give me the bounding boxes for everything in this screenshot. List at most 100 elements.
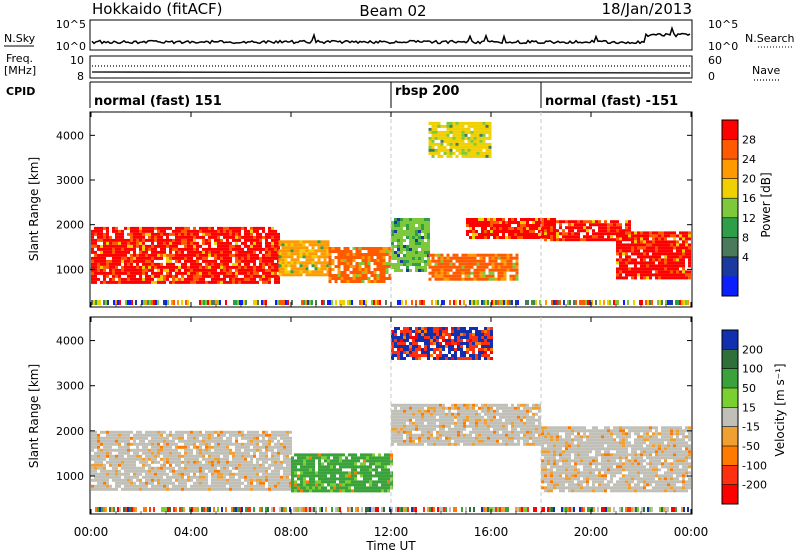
data-cell [491, 259, 495, 263]
data-cell [366, 480, 369, 484]
data-cell [223, 451, 226, 455]
data-cell [412, 406, 415, 410]
data-cell [145, 229, 148, 233]
data-cell [286, 478, 289, 482]
data-cell [437, 277, 441, 281]
data-cell [196, 457, 199, 461]
data-cell [193, 481, 196, 485]
data-cell [424, 245, 427, 248]
data-cell [364, 259, 368, 262]
data-cell [382, 268, 386, 271]
data-cell [331, 262, 335, 265]
data-cell [142, 271, 145, 275]
data-cell [565, 238, 568, 242]
data-cell [253, 235, 256, 239]
data-cell [488, 121, 492, 125]
data-cell [482, 136, 486, 140]
data-cell [488, 274, 492, 278]
data-cell [328, 280, 332, 283]
data-cell [127, 469, 130, 473]
data-cell [348, 474, 351, 478]
data-cell [418, 260, 421, 263]
data-cell [381, 462, 384, 466]
data-cell [154, 226, 157, 230]
data-cell [303, 477, 306, 481]
data-cell [103, 244, 106, 248]
data-cell [443, 268, 447, 272]
data-cell [476, 133, 480, 137]
data-cell [440, 142, 444, 146]
data-cell [509, 274, 513, 278]
data-cell [476, 130, 480, 134]
data-cell [142, 235, 145, 239]
data-cell [367, 265, 371, 268]
data-cell [271, 457, 274, 461]
data-cell [223, 454, 226, 458]
data-cell [443, 271, 447, 275]
data-cell [496, 227, 499, 230]
data-cell [470, 142, 474, 146]
data-cell [457, 436, 460, 440]
data-cell [337, 250, 341, 253]
data-cell [133, 436, 136, 440]
data-cell [160, 265, 163, 269]
data-cell [449, 142, 453, 146]
data-cell [121, 253, 124, 257]
data-cell [274, 451, 277, 455]
data-cell [136, 436, 139, 440]
data-cell [412, 427, 415, 431]
data-cell [544, 232, 547, 236]
data-cell [515, 256, 519, 260]
data-cell [211, 268, 214, 272]
data-cell [181, 445, 184, 449]
data-cell [333, 465, 336, 469]
data-cell [571, 235, 574, 239]
data-cell [586, 229, 589, 233]
data-cell [345, 486, 348, 490]
data-cell [351, 453, 354, 457]
data-cell [320, 264, 324, 268]
data-cell [643, 267, 646, 271]
data-cell [97, 259, 100, 263]
data-cell [497, 253, 501, 257]
data-cell [358, 256, 362, 259]
data-cell [657, 300, 659, 305]
data-cell [442, 412, 445, 416]
data-cell [281, 243, 285, 247]
data-cell [415, 421, 418, 425]
data-cell [223, 241, 226, 245]
data-cell [490, 224, 493, 227]
data-cell [160, 241, 163, 245]
data-cell [94, 229, 97, 233]
data-cell [247, 439, 250, 443]
data-cell [220, 226, 223, 230]
data-cell [446, 271, 450, 275]
data-cell [163, 250, 166, 254]
data-cell [490, 227, 493, 230]
data-cell [205, 253, 208, 257]
data-cell [354, 483, 357, 487]
data-cell [526, 224, 529, 227]
data-cell [130, 238, 133, 242]
data-cell [261, 300, 263, 305]
data-cell [461, 253, 465, 257]
data-cell [318, 483, 321, 487]
data-cell [430, 418, 433, 422]
data-cell [409, 439, 412, 443]
data-cell [133, 244, 136, 248]
data-cell [184, 235, 187, 239]
data-cell [449, 268, 453, 272]
data-cell [503, 253, 507, 257]
data-cell [139, 238, 142, 242]
data-cell [172, 241, 175, 245]
data-cell [259, 457, 262, 461]
data-cell [556, 238, 559, 242]
data-cell [303, 474, 306, 478]
data-cell [175, 253, 178, 257]
data-cell [643, 234, 646, 238]
data-cell [431, 300, 433, 305]
data-cell [268, 277, 271, 281]
data-cell [358, 262, 362, 265]
data-cell [115, 226, 118, 230]
data-cell [640, 240, 643, 244]
